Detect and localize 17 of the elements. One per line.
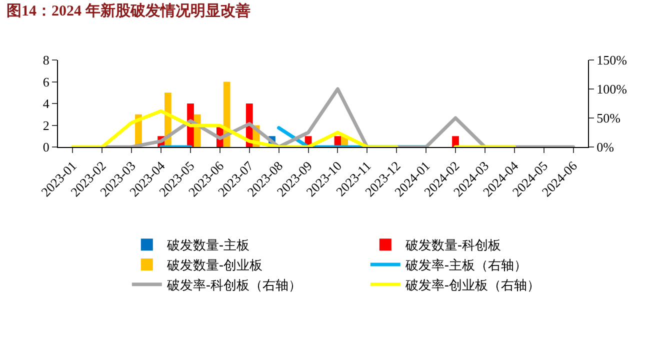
y-tick-label: 4 xyxy=(42,96,50,112)
y2-tick-label: 150% xyxy=(596,52,628,68)
y2-tick-label: 0% xyxy=(596,140,614,155)
legend-label: 破发率-创业板（右轴） xyxy=(404,277,540,294)
legend-label: 破发数量-科创板 xyxy=(404,238,502,254)
y-tick-label: 8 xyxy=(42,52,50,68)
legend-label: 破发率-科创板（右轴） xyxy=(166,277,302,294)
y-tick-label: 2 xyxy=(42,118,50,133)
legend-label: 破发数量-主板 xyxy=(166,238,250,254)
bar xyxy=(452,136,459,147)
chart-title: 图14：2024 年新股破发情况明显改善 xyxy=(6,2,250,20)
y-tick-label: 6 xyxy=(42,74,50,90)
y-tick-label: 0 xyxy=(42,140,50,155)
legend-label: 破发率-主板（右轴） xyxy=(404,258,528,274)
legend-label: 破发数量-创业板 xyxy=(166,258,263,274)
y2-tick-label: 50% xyxy=(596,110,621,126)
y2-tick-label: 100% xyxy=(596,82,628,97)
